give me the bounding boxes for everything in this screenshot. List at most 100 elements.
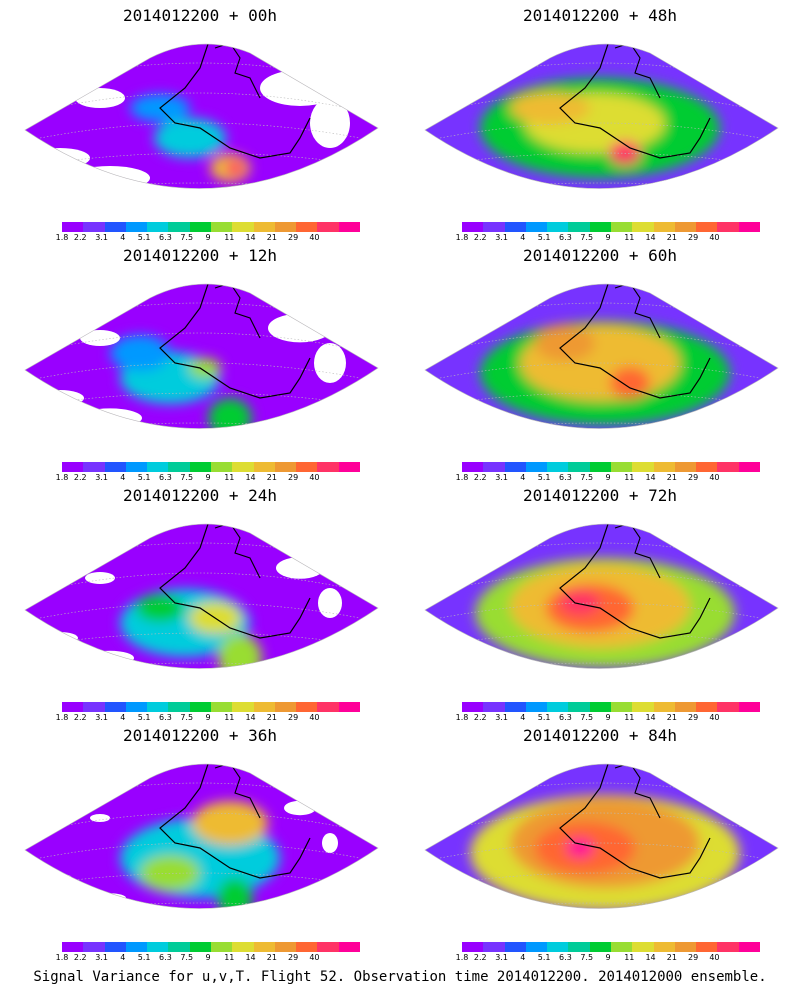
colorbar-swatch [210, 462, 233, 472]
colorbar-swatch [504, 702, 526, 712]
graticule-line [49, 392, 351, 404]
panel-title: 2014012200 + 12h [122, 246, 278, 265]
colorbar-tick-label: 29 [288, 233, 299, 242]
colorbar-swatch [210, 702, 233, 712]
colorbar-tick-label: 4 [120, 713, 126, 722]
colorbar-swatch [674, 942, 697, 952]
variance-field [25, 284, 378, 429]
variance-map [424, 43, 779, 189]
colorbar-swatch [83, 702, 105, 712]
colorbar-tick-label: 1.8 [455, 233, 469, 242]
colorbar-swatch [232, 942, 254, 952]
colorbar-tick-label: 1.8 [455, 713, 469, 722]
colorbar-tick-label: 9 [605, 473, 611, 482]
colorbar-swatch [168, 942, 190, 952]
colorbar-tick-label: 40 [309, 953, 320, 962]
variance-field [425, 764, 778, 909]
colorbar-swatch [738, 942, 760, 952]
coastline [159, 44, 311, 159]
graticule-line [449, 392, 751, 404]
colorbar-swatch [717, 702, 739, 712]
colorbar-ticks: 1.8 2.2 3.1 4 5.1 6.3 7.5 9 11 14 21 29 40 [56, 953, 360, 963]
colorbar-swatch [274, 702, 297, 712]
colorbar-tick-label: 29 [688, 953, 699, 962]
colorbar-swatch [568, 222, 590, 232]
colorbar-swatch [189, 702, 211, 712]
colorbar-tick-label: 5.1 [137, 473, 151, 482]
missing-data-area [70, 166, 150, 189]
missing-data-area [284, 800, 316, 816]
colorbar-swatch [653, 702, 675, 712]
colorbar-swatch [189, 942, 211, 952]
colorbar-swatch [525, 702, 548, 712]
colorbar-swatch [83, 942, 105, 952]
missing-data-area [85, 572, 115, 584]
colorbar-swatch [632, 702, 654, 712]
colorbar-tick-label: 11 [224, 473, 235, 482]
variance-contour [566, 838, 594, 858]
colorbar-ticks: 1.8 2.2 3.1 4 5.1 6.3 7.5 9 11 14 21 29 40 [56, 713, 360, 723]
colorbar-swatch [296, 702, 318, 712]
colorbar-tick-label: 21 [666, 473, 677, 482]
colorbar-swatch [696, 462, 718, 472]
colorbar-tick-label: 6.3 [159, 713, 172, 722]
colorbar-swatch [338, 462, 360, 472]
missing-data-area [80, 330, 120, 346]
colorbar-tick-label: 11 [624, 473, 635, 482]
colorbar-tick-label: 2.2 [73, 473, 87, 482]
colorbar-tick-label: 6.3 [159, 953, 172, 962]
colorbar-swatch [296, 462, 318, 472]
map-outline [24, 43, 379, 189]
colorbar-swatch [589, 222, 611, 232]
colorbar-swatch [610, 222, 633, 232]
colorbar-tick-label: 4 [520, 713, 526, 722]
colorbar-swatch [653, 222, 675, 232]
colorbar-swatch [653, 462, 675, 472]
colorbar-swatch [296, 222, 318, 232]
colorbar-tick-label: 4 [120, 953, 126, 962]
colorbar-tick-label: 9 [205, 713, 211, 722]
graticule-line [49, 632, 351, 644]
colorbar-tick-label: 2.2 [73, 953, 87, 962]
graticule-line [429, 332, 771, 354]
panel-title: 2014012200 + 00h [122, 6, 278, 25]
colorbar-tick-label: 14 [245, 233, 256, 242]
colorbar-tick-label: 21 [666, 233, 677, 242]
colorbar-tick-label: 6.3 [159, 233, 172, 242]
colorbar-swatch [483, 942, 505, 952]
colorbar-swatch [317, 222, 339, 232]
panel-title: 2014012200 + 24h [122, 486, 278, 505]
colorbar-swatch [168, 462, 190, 472]
graticule-line [39, 602, 361, 619]
colorbar-swatch [717, 462, 739, 472]
colorbar-tick-label: 29 [288, 953, 299, 962]
missing-data-area [90, 814, 110, 822]
colorbar-swatch [610, 942, 633, 952]
colorbar-swatch [547, 222, 569, 232]
colorbar-swatch [210, 942, 233, 952]
colorbar-tick-label: 21 [266, 233, 277, 242]
map-panel: 2014012200 + 84h 1.8 2.2 3.1 4 5.1 6.3 7.5 9 11 1… [400, 720, 800, 962]
map-outline [424, 523, 779, 669]
colorbar-tick-label: 4 [120, 473, 126, 482]
colorbar-swatch [274, 462, 297, 472]
colorbar-tick-label: 7.5 [180, 953, 194, 962]
colorbar-tick-label: 5.1 [137, 713, 151, 722]
variance-contour [610, 367, 650, 399]
colorbar-swatch [696, 942, 718, 952]
colorbar-swatch [483, 222, 505, 232]
colorbar-tick-label: 9 [205, 233, 211, 242]
missing-data-area [268, 313, 332, 343]
variance-map [424, 763, 779, 909]
variance-contour [217, 878, 253, 909]
colorbar-tick-label: 21 [266, 473, 277, 482]
colorbar [62, 462, 360, 472]
graticule-line [49, 872, 351, 884]
colorbar-swatch [738, 462, 760, 472]
colorbar-swatch [504, 462, 526, 472]
variance-contour [140, 855, 200, 891]
colorbar-swatch [462, 222, 484, 232]
colorbar-tick-label: 3.1 [495, 473, 508, 482]
colorbar-tick-label: 1.8 [55, 953, 69, 962]
colorbar-swatch [738, 222, 760, 232]
